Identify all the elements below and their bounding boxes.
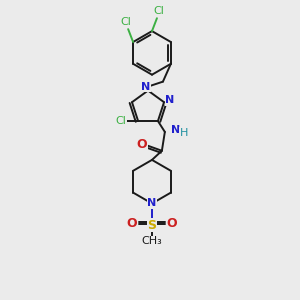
Text: Cl: Cl — [121, 17, 132, 27]
Text: S: S — [148, 219, 157, 232]
Text: O: O — [137, 138, 147, 151]
Text: H: H — [179, 128, 188, 138]
Text: N: N — [171, 125, 180, 135]
Text: N: N — [165, 95, 175, 105]
Text: O: O — [127, 217, 137, 230]
Text: O: O — [167, 217, 177, 230]
Text: Cl: Cl — [116, 116, 127, 126]
Text: N: N — [141, 82, 151, 92]
Text: N: N — [147, 199, 157, 208]
Text: Cl: Cl — [154, 6, 164, 16]
Text: CH₃: CH₃ — [142, 236, 162, 246]
